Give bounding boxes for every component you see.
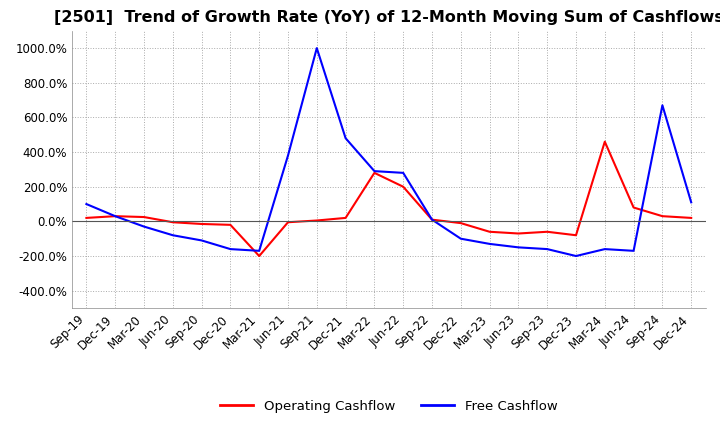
Free Cashflow (284, 153, 292, 158)
Operating Cashflow (658, 213, 667, 219)
Free Cashflow (399, 170, 408, 176)
Title: [2501]  Trend of Growth Rate (YoY) of 12-Month Moving Sum of Cashflows: [2501] Trend of Growth Rate (YoY) of 12-… (54, 11, 720, 26)
Free Cashflow (370, 169, 379, 174)
Free Cashflow (658, 103, 667, 108)
Free Cashflow (255, 248, 264, 253)
Operating Cashflow (82, 215, 91, 220)
Operating Cashflow (687, 215, 696, 220)
Operating Cashflow (600, 139, 609, 144)
Operating Cashflow (456, 220, 465, 226)
Operating Cashflow (543, 229, 552, 235)
Free Cashflow (341, 136, 350, 141)
Operating Cashflow (572, 233, 580, 238)
Free Cashflow (197, 238, 206, 243)
Operating Cashflow (255, 253, 264, 259)
Operating Cashflow (284, 220, 292, 225)
Free Cashflow (485, 241, 494, 246)
Free Cashflow (456, 236, 465, 241)
Operating Cashflow (111, 213, 120, 219)
Line: Free Cashflow: Free Cashflow (86, 48, 691, 256)
Free Cashflow (543, 246, 552, 252)
Free Cashflow (428, 217, 436, 222)
Free Cashflow (572, 253, 580, 259)
Operating Cashflow (399, 184, 408, 189)
Operating Cashflow (197, 221, 206, 227)
Free Cashflow (312, 45, 321, 51)
Line: Operating Cashflow: Operating Cashflow (86, 142, 691, 256)
Free Cashflow (687, 200, 696, 205)
Free Cashflow (168, 233, 177, 238)
Free Cashflow (140, 224, 148, 229)
Operating Cashflow (514, 231, 523, 236)
Legend: Operating Cashflow, Free Cashflow: Operating Cashflow, Free Cashflow (215, 394, 563, 418)
Operating Cashflow (140, 214, 148, 220)
Operating Cashflow (226, 222, 235, 227)
Free Cashflow (600, 246, 609, 252)
Operating Cashflow (629, 205, 638, 210)
Operating Cashflow (428, 217, 436, 222)
Operating Cashflow (485, 229, 494, 235)
Free Cashflow (226, 246, 235, 252)
Operating Cashflow (341, 215, 350, 220)
Free Cashflow (629, 248, 638, 253)
Operating Cashflow (168, 220, 177, 225)
Operating Cashflow (370, 170, 379, 176)
Operating Cashflow (312, 218, 321, 223)
Free Cashflow (82, 202, 91, 207)
Free Cashflow (111, 213, 120, 219)
Free Cashflow (514, 245, 523, 250)
